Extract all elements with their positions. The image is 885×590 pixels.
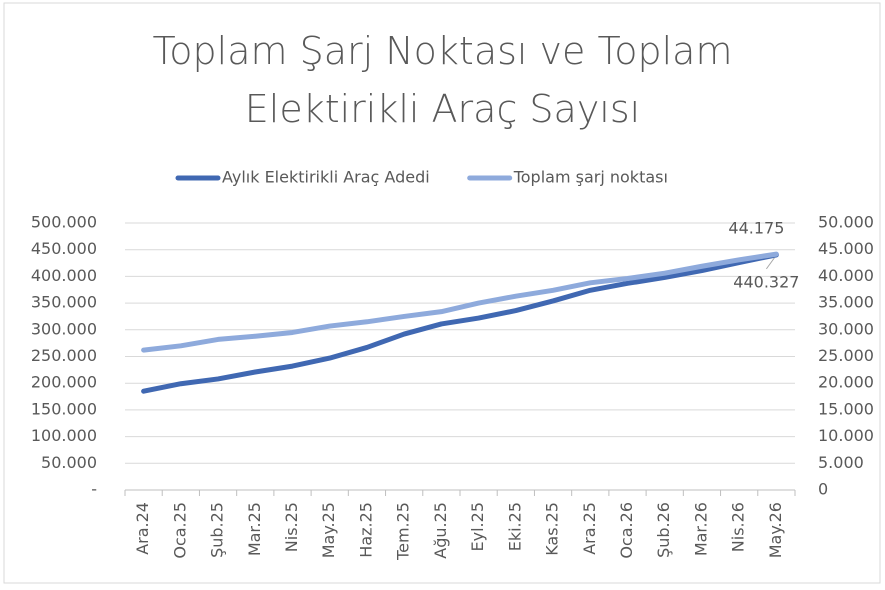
y-tick-label: 200.000 <box>31 373 97 392</box>
x-tick-label: Mar.26 <box>691 502 710 556</box>
x-tick-label: Kas.25 <box>543 502 562 556</box>
legend-label: Toplam şarj noktası <box>513 168 668 187</box>
y-tick-label: 150.000 <box>31 399 97 418</box>
y-tick-label: 50.000 <box>41 453 97 472</box>
x-tick-label: Ağu.25 <box>431 502 450 559</box>
x-tick-label: Tem.25 <box>394 502 413 561</box>
y2-tick-label: 0 <box>818 480 828 499</box>
y-tick-label: 400.000 <box>31 266 97 285</box>
x-tick-label: Oca.25 <box>170 502 189 559</box>
y2-tick-label: 35.000 <box>818 293 874 312</box>
legend-label: Aylık Elektirikli Araç Adedi <box>222 168 430 187</box>
x-tick-label: May.26 <box>766 502 785 558</box>
chart-border <box>3 2 881 584</box>
y-tick-label: 250.000 <box>31 346 97 365</box>
y2-tick-label: 10.000 <box>818 426 874 445</box>
y-tick-label: 100.000 <box>31 426 97 445</box>
x-tick-label: Mar.25 <box>245 502 264 556</box>
x-tick-label: Nis.25 <box>282 502 301 552</box>
chart-title: Toplam Şarj Noktası ve Toplam Elektirikl… <box>152 29 733 131</box>
y2-tick-label: 45.000 <box>818 239 874 258</box>
y2-tick-label: 40.000 <box>818 266 874 285</box>
y-tick-label: 300.000 <box>31 319 97 338</box>
x-tick-label: Haz.25 <box>356 502 375 558</box>
y2-tick-label: 30.000 <box>818 319 874 338</box>
series-line <box>141 252 779 394</box>
x-tick-label: May.25 <box>319 502 338 558</box>
y2-tick-label: 50.000 <box>818 213 874 232</box>
leader-line <box>765 257 775 270</box>
y-tick-label: - <box>91 480 97 499</box>
y2-tick-label: 15.000 <box>818 399 874 418</box>
y-tick-label: 500.000 <box>31 213 97 232</box>
data-label: 440.327 <box>733 272 799 291</box>
y-tick-label: 350.000 <box>31 293 97 312</box>
x-tick-label: Oca.26 <box>617 502 636 559</box>
x-tick-label: Ara.24 <box>133 502 152 555</box>
y2-tick-label: 20.000 <box>818 373 874 392</box>
y-tick-label: 450.000 <box>31 239 97 258</box>
x-tick-label: Şub.26 <box>654 502 673 558</box>
x-tick-label: Eyl.25 <box>468 502 487 551</box>
y2-tick-label: 25.000 <box>818 346 874 365</box>
series-line <box>141 251 779 353</box>
x-tick-label: Nis.26 <box>729 502 748 552</box>
x-tick-label: Eki.25 <box>505 502 524 551</box>
x-tick-label: Şub.25 <box>208 502 227 558</box>
x-tick-label: Ara.25 <box>580 502 599 555</box>
data-label: 44.175 <box>728 219 784 238</box>
y2-tick-label: 5.000 <box>818 453 864 472</box>
